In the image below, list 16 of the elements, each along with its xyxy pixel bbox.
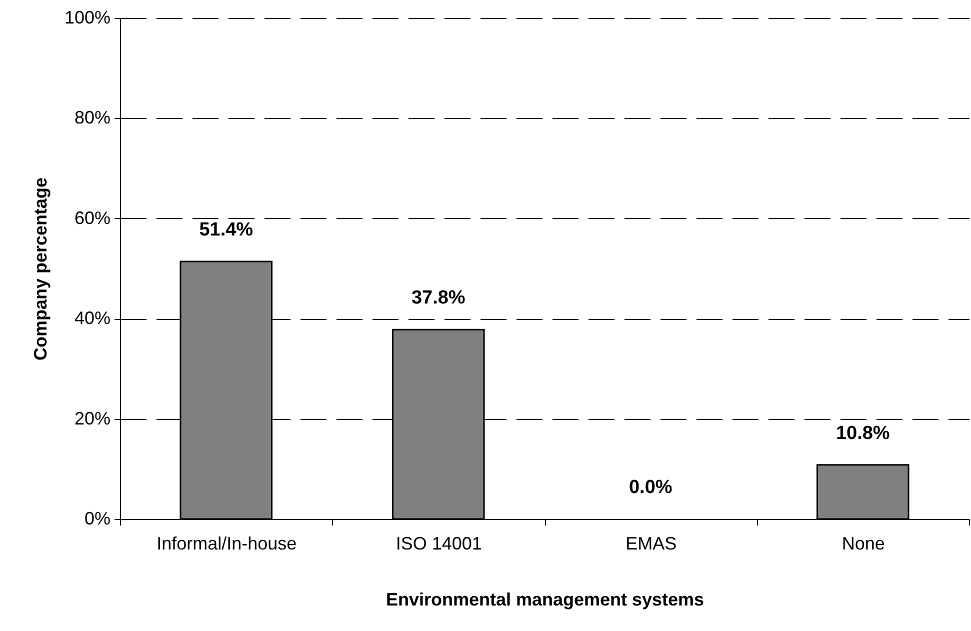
data-label: 10.8% xyxy=(836,422,890,444)
x-tick-label: None xyxy=(842,534,885,554)
data-label: 0.0% xyxy=(628,477,672,498)
x-tick-label: EMAS xyxy=(626,534,677,554)
y-axis-title: Company percentage xyxy=(30,177,50,361)
x-tick-label: ISO 14001 xyxy=(396,534,482,554)
y-tick-label: 0% xyxy=(84,508,110,528)
x-axis-title: Environmental management systems xyxy=(386,590,704,610)
y-tick-label: 20% xyxy=(74,408,110,428)
y-tick-label: 60% xyxy=(74,208,110,228)
y-tick-label: 40% xyxy=(74,308,110,328)
data-label: 51.4% xyxy=(199,219,254,240)
data-label: 37.8% xyxy=(411,288,466,309)
y-tick-label: 80% xyxy=(74,108,110,128)
y-tick-label: 100% xyxy=(64,8,110,28)
x-tick-label: Informal/In-house xyxy=(156,534,297,554)
